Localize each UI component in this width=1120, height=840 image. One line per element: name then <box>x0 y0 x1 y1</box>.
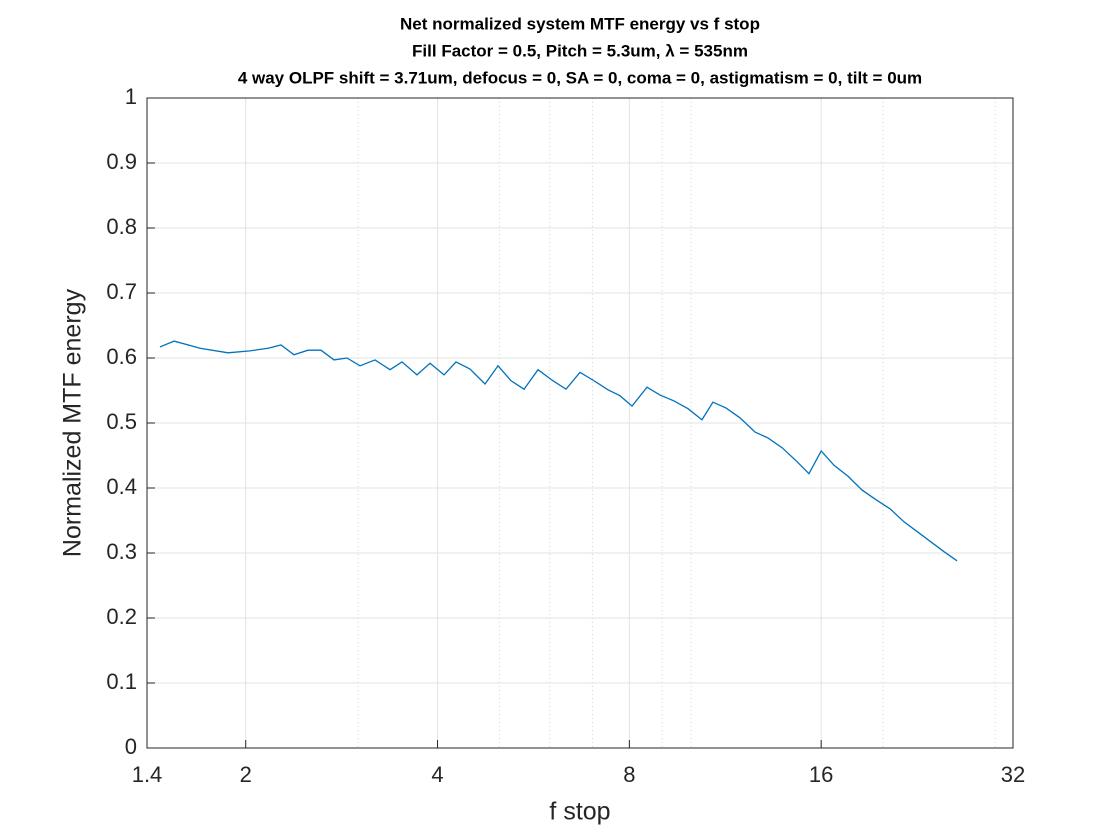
x-tick-label: 32 <box>1001 762 1025 787</box>
y-tick-label: 0.6 <box>106 344 137 369</box>
chart-subtitle: 4 way OLPF shift = 3.71um, defocus = 0, … <box>238 68 922 87</box>
x-tick-label: 1.4 <box>132 762 163 787</box>
y-tick-label: 0.2 <box>106 604 137 629</box>
y-tick-label: 0.8 <box>106 214 137 239</box>
x-tick-label: 16 <box>809 762 833 787</box>
x-tick-label: 2 <box>240 762 252 787</box>
chart-title: Net normalized system MTF energy vs f st… <box>400 14 760 33</box>
chart-subtitle: Fill Factor = 0.5, Pitch = 5.3um, λ = 53… <box>412 41 748 60</box>
y-tick-label: 0.1 <box>106 669 137 694</box>
x-tick-label: 8 <box>623 762 635 787</box>
x-axis-label: f stop <box>549 798 610 826</box>
x-tick-label: 4 <box>431 762 443 787</box>
y-tick-label: 0.7 <box>106 279 137 304</box>
data-line <box>159 340 958 562</box>
y-tick-label: 1 <box>125 84 137 109</box>
y-tick-label: 0.4 <box>106 474 137 499</box>
y-tick-label: 0 <box>125 734 137 759</box>
axes-box <box>146 97 1014 749</box>
y-axis-label: Normalized MTF energy <box>59 288 87 557</box>
y-tick-label: 0.5 <box>106 409 137 434</box>
y-tick-label: 0.3 <box>106 539 137 564</box>
y-tick-label: 0.9 <box>106 149 137 174</box>
